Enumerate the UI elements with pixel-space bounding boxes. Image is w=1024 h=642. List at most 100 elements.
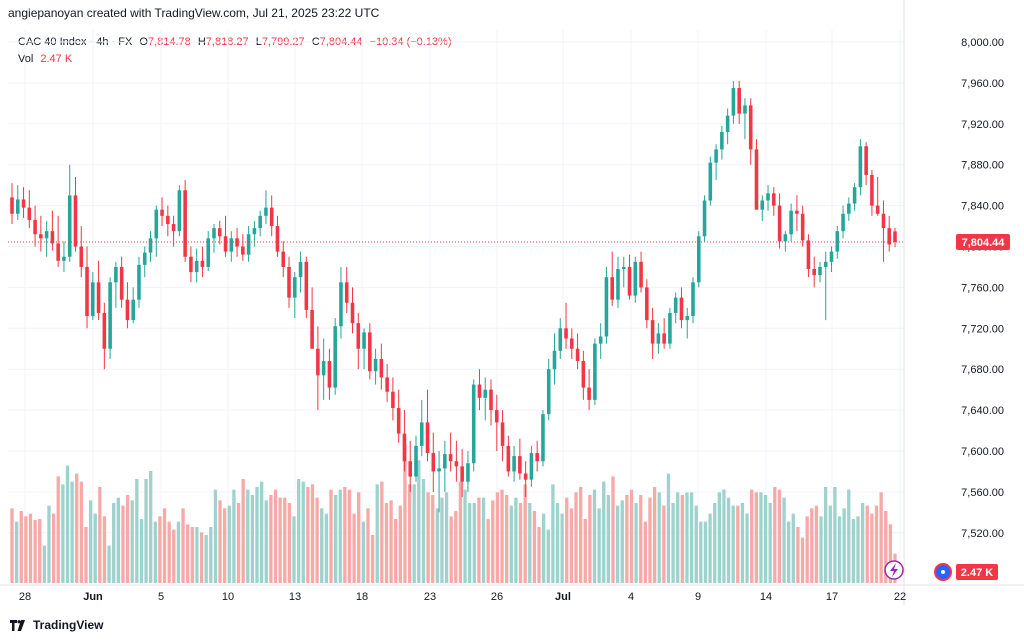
candle-body [298,261,303,278]
candle-body [852,187,857,204]
candle-body [679,297,684,321]
volume-bar [403,444,407,583]
candle-body [275,226,280,252]
candle-body [293,277,297,298]
volume-bar [851,519,856,583]
volume-row: Vol 2.47 K [18,51,452,67]
volume-bar [763,495,768,583]
volume-bar [195,527,199,583]
volume-bar [592,489,597,583]
tradingview-icon [10,619,25,631]
candle-body [662,333,666,344]
volume-bar [125,495,130,583]
volume-bar [491,500,495,583]
candle-body [708,162,713,201]
candle-body [460,466,464,482]
candle-body [67,195,72,257]
volume-bar [389,500,393,583]
volume-bar [828,505,832,583]
volume-bar [837,516,842,583]
volume-bar [51,513,56,583]
candle-body [333,326,337,388]
candle-body [783,234,788,242]
volume-bar [842,508,846,583]
candle-body [645,287,649,321]
volume-bar [209,527,213,583]
time-tick-label: 14 [760,591,772,603]
volume-bar [14,521,19,583]
candle-body [650,320,655,344]
volume-bar [620,500,624,583]
candle-body [56,243,60,261]
volume-bar [292,516,296,583]
volume-bar [278,497,282,583]
volume-bar [384,503,389,583]
candle-body [587,387,591,400]
volume-bar [717,492,721,583]
price-axis[interactable]: 8,000.00 7,960.00 7,920.00 7,880.00 7,840.00… [961,37,1004,540]
volume-bar [135,479,139,583]
volume-bar [787,521,791,583]
candle-body [356,323,361,349]
candle-body [841,213,845,232]
volume-bar [537,527,541,583]
volume-bar [814,505,819,583]
volume-bar [79,481,84,583]
volume-bar [310,484,315,583]
volume-bar [93,513,97,583]
candle-body [27,207,32,220]
candle-body [217,228,222,237]
candle-body [523,473,528,480]
candle-body [10,197,14,214]
volume-bar [246,489,250,583]
candle-body [448,454,453,462]
candle-body [50,231,55,244]
volume-bar [588,495,592,583]
candle-body [541,414,545,462]
candle-body [616,268,620,300]
volume-bar [500,489,504,583]
volume-bar [431,495,435,583]
volume-bar [435,508,439,583]
candle-body [200,260,205,267]
volume-bar [47,505,51,583]
volume-bar [394,519,398,583]
candle-body [425,422,430,454]
volume-bar [676,492,680,583]
candle-body [85,266,89,317]
volume-bar [121,505,125,583]
volume-label[interactable]: Vol [18,53,34,65]
volume-bar [671,503,675,583]
volume-bar [107,545,111,583]
candle-body [96,282,101,313]
volume-bar [417,460,421,583]
candle-body [362,332,366,349]
candle-body [610,277,614,300]
tradingview-logo[interactable]: TradingView [10,618,103,632]
volume-bar [357,492,361,583]
candle-body [194,260,199,273]
candle-body [575,348,580,362]
volume-bar [884,511,888,583]
candle-body [506,445,511,472]
time-tick-label: 23 [424,591,436,603]
candle-body [529,453,534,480]
candle-body [166,215,170,225]
volume-bar [329,489,333,583]
candle-body [754,149,759,210]
volume-bar [366,508,370,583]
candle-body [33,219,37,235]
volume-bar [222,508,227,583]
volume-bar [444,492,449,583]
volume-bar [680,495,685,583]
volume-bar [259,481,264,583]
candle-body [593,343,597,400]
time-tick-label: 10 [222,591,234,603]
candle-body [443,454,447,469]
time-tick-label: 13 [289,591,301,603]
time-axis[interactable]: 28 Jun 5 10 13 18 23 26 Jul 4 9 14 17 22 [19,591,906,603]
volume-bar [611,476,615,583]
candle-body [766,193,770,201]
candle-body [258,215,262,229]
